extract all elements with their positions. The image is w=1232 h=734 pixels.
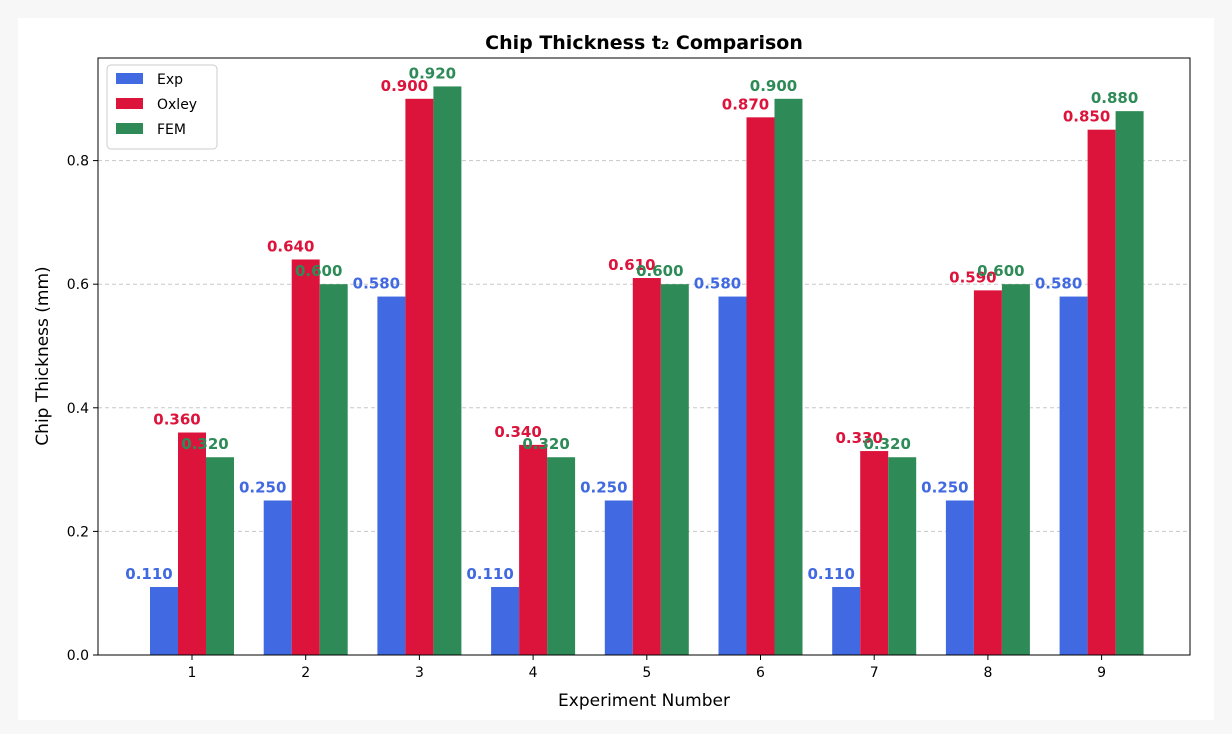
value-label-exp: 0.250 (239, 478, 286, 496)
value-label-fem: 0.320 (522, 435, 569, 453)
bar-fem (319, 284, 348, 655)
bar-exp (718, 296, 747, 655)
value-label-oxley: 0.900 (381, 77, 428, 95)
bar-chart: Chip Thickness t₂ Comparison 0.1100.2500… (33, 32, 1191, 711)
legend-label-oxley: Oxley (157, 97, 197, 113)
bar-oxley (1087, 129, 1116, 655)
legend-label-fem: FEM (157, 122, 186, 138)
value-label-oxley: 0.330 (835, 429, 882, 447)
legend-swatch-oxley (116, 98, 143, 109)
x-tick-label: 7 (870, 665, 879, 681)
x-tick-label: 1 (188, 665, 197, 681)
value-label-oxley: 0.850 (1063, 108, 1110, 126)
bar-fem (660, 284, 689, 655)
bar-exp (945, 500, 974, 655)
value-label-oxley: 0.640 (267, 237, 314, 255)
value-label-oxley: 0.870 (722, 95, 769, 113)
x-axis-label: Experiment Number (558, 691, 730, 711)
value-label-fem: 0.320 (181, 435, 228, 453)
bar-exp (491, 587, 520, 655)
bar-oxley (860, 451, 889, 655)
y-tick-label: 0.4 (67, 401, 89, 417)
chart-title: Chip Thickness t₂ Comparison (485, 32, 803, 54)
legend-label-exp: Exp (157, 72, 183, 88)
y-tick-label: 0.8 (67, 154, 89, 170)
bar-fem (547, 457, 576, 655)
value-label-fem: 0.880 (1091, 89, 1138, 107)
bar-oxley (746, 117, 775, 655)
value-label-exp: 0.250 (580, 478, 627, 496)
bar-exp (1059, 296, 1088, 655)
bar-exp (263, 500, 292, 655)
x-tick-label: 4 (529, 665, 538, 681)
y-tick-label: 0.0 (67, 648, 89, 664)
bars (150, 86, 1144, 656)
value-label-exp: 0.110 (466, 565, 513, 583)
x-tick-label: 8 (983, 665, 992, 681)
value-label-oxley: 0.610 (608, 256, 655, 274)
value-label-oxley: 0.340 (494, 423, 541, 441)
plot-frame (97, 57, 1191, 656)
bar-fem (206, 457, 234, 655)
value-label-fem: 0.600 (636, 262, 683, 280)
chart-figure: Chip Thickness t₂ Comparison 0.110 0.250 0… (18, 18, 1214, 720)
bar-fem (774, 98, 803, 655)
x-tick-label: 2 (301, 665, 310, 681)
bar-exp (150, 587, 178, 655)
bar-fem (1001, 284, 1030, 655)
bar-fem (433, 86, 462, 655)
legend: Exp Oxley FEM (106, 64, 218, 150)
bar-oxley (405, 98, 434, 655)
x-axis: 1 2 3 4 5 6 7 8 9 (188, 655, 1106, 681)
value-label-exp: 0.580 (353, 275, 400, 293)
y-tick-label: 0.2 (67, 524, 89, 540)
bar-fem (888, 457, 917, 655)
x-tick-label: 9 (1097, 665, 1106, 681)
value-label-exp: 0.250 (921, 478, 968, 496)
value-label-exp: 0.110 (125, 565, 172, 583)
bar-oxley (178, 432, 206, 655)
value-label-exp: 0.580 (1035, 275, 1082, 293)
legend-swatch-exp (116, 73, 143, 84)
bar-oxley (632, 278, 661, 655)
y-tick-label: 0.6 (67, 277, 89, 293)
bar-oxley (973, 290, 1002, 655)
bar-fem (1115, 111, 1144, 656)
value-label-fem: 0.600 (295, 262, 342, 280)
bar-exp (377, 296, 406, 655)
value-labels: 0.110 0.250 0.580 0.110 0.250 0.580 0.110 0.250… (125, 64, 1138, 583)
legend-swatch-fem (116, 123, 143, 134)
value-label-fem: 0.320 (863, 435, 910, 453)
y-axis: 0.0 0.2 0.4 0.6 0.8 (67, 154, 98, 664)
value-label-oxley: 0.590 (949, 268, 996, 286)
value-label-fem: 0.900 (750, 77, 797, 95)
value-label-fem: 0.920 (409, 64, 456, 82)
value-label-oxley: 0.360 (153, 411, 200, 429)
y-axis-label: Chip Thickness (mm) (33, 266, 53, 445)
x-tick-label: 5 (642, 665, 651, 681)
value-label-exp: 0.580 (694, 275, 741, 293)
bar-oxley (291, 259, 320, 655)
x-tick-label: 6 (756, 665, 765, 681)
x-tick-label: 3 (415, 665, 424, 681)
bar-oxley (519, 444, 548, 655)
bar-exp (832, 587, 861, 655)
value-label-exp: 0.110 (807, 565, 854, 583)
bar-exp (604, 500, 633, 655)
value-label-fem: 0.600 (977, 262, 1024, 280)
